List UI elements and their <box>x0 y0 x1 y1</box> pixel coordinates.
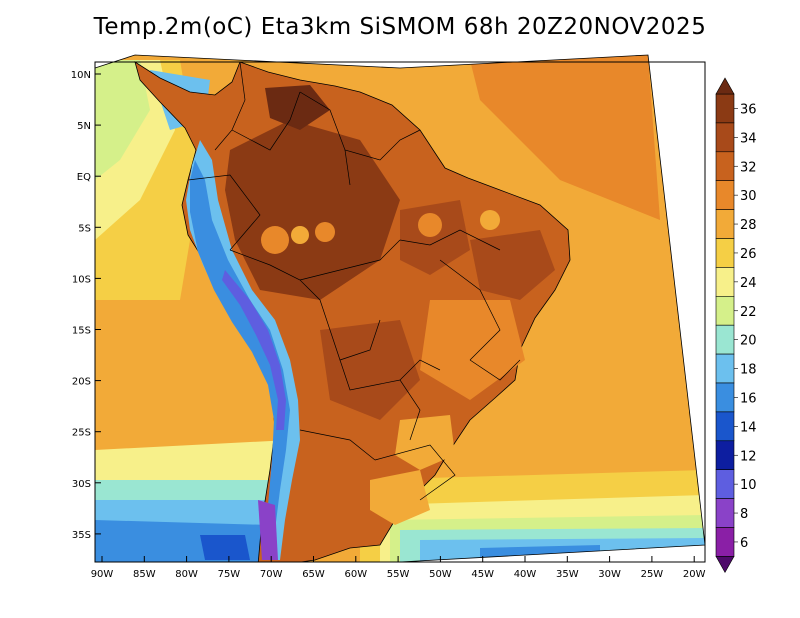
lon-tick-label: 35W <box>556 569 579 580</box>
lat-tick-label: EQ <box>77 172 91 183</box>
colorbar-segment <box>715 209 735 239</box>
colorbar-segment <box>715 180 735 210</box>
amazon-hot-core <box>225 120 400 300</box>
equatorial-atlantic-warm <box>470 55 660 220</box>
lon-tick-label: 45W <box>471 569 494 580</box>
lat-tick-label: 25S <box>72 428 91 439</box>
lat-tick-label: 20S <box>72 377 91 388</box>
lon-tick-label: 50W <box>429 569 452 580</box>
colorbar-label: 32 <box>740 160 757 175</box>
longitude-axis: 90W 85W 80W 75W 70W 65W 60W 55W 50W 45W 40W 35W 30W 2… <box>91 556 706 580</box>
lon-tick-label: 85W <box>133 569 156 580</box>
colorbar-segment <box>715 324 735 355</box>
colorbar-label: 14 <box>740 420 757 435</box>
lat-tick-label: 35S <box>72 530 91 541</box>
colorbar-label: 36 <box>740 102 757 117</box>
colorbar-segment <box>715 411 735 442</box>
lon-tick-label: 90W <box>91 569 114 580</box>
lon-tick-label: 60W <box>344 569 367 580</box>
colorbar-min-arrow <box>715 556 735 574</box>
colorbar-label: 22 <box>740 305 757 320</box>
chaco-hot-area <box>320 320 420 420</box>
venezuela-hot-core <box>265 85 330 130</box>
colorbar-label: 34 <box>740 131 757 146</box>
latitude-axis: 10N 5N EQ 5S 10S 15S 20S 25S 30S 35S <box>71 70 101 541</box>
country-borders <box>187 61 521 501</box>
colorbar-label: 6 <box>740 536 748 551</box>
map-field <box>95 55 705 562</box>
colorbar-segment <box>715 527 735 557</box>
lon-tick-label: 70W <box>260 569 283 580</box>
colorbar-label: 24 <box>740 276 757 291</box>
colorbar-segment <box>715 353 735 384</box>
colorbar-label: 16 <box>740 391 757 406</box>
colorbar-segment <box>715 498 735 528</box>
colorbar-label: 26 <box>740 247 757 262</box>
lat-tick-label: 10S <box>72 274 91 285</box>
lon-tick-label: 20W <box>683 569 706 580</box>
lon-tick-label: 30W <box>598 569 621 580</box>
colorbar-label: 12 <box>740 449 757 464</box>
lat-tick-label: 10N <box>71 70 91 81</box>
lat-tick-label: 30S <box>72 479 91 490</box>
lat-tick-label: 5S <box>78 223 91 234</box>
lon-tick-label: 40W <box>514 569 537 580</box>
colorbar-label: 8 <box>740 507 748 522</box>
colorbar-label: 10 <box>740 478 757 493</box>
lat-tick-label: 5N <box>77 121 91 132</box>
colorbar-label: 28 <box>740 218 757 233</box>
colorbar-segment <box>715 151 735 182</box>
lon-tick-label: 55W <box>387 569 410 580</box>
colorbar: 36 34 32 30 28 26 24 22 20 18 16 14 12 10 8 6 <box>715 77 757 574</box>
colorbar-segment <box>715 469 735 499</box>
axis-box <box>94 61 706 563</box>
colorbar-segment <box>715 238 735 268</box>
colorbar-segment <box>715 267 735 297</box>
lon-tick-label: 80W <box>175 569 198 580</box>
colorbar-label: 30 <box>740 189 757 204</box>
colorbar-max-arrow <box>715 77 735 95</box>
colorbar-label: 18 <box>740 363 757 378</box>
uruguay-area <box>370 470 430 525</box>
colorbar-segment <box>715 122 735 153</box>
colorbar-segment <box>715 93 735 124</box>
colorbar-segment <box>715 382 735 413</box>
lon-tick-label: 75W <box>218 569 241 580</box>
colorbar-segment <box>715 440 735 470</box>
lat-tick-label: 15S <box>72 326 91 337</box>
lon-tick-label: 25W <box>641 569 664 580</box>
colorbar-segment <box>715 295 735 326</box>
map-title: Temp.2m(oC) Eta3km SiSMOM 68h 20Z20NOV20… <box>93 14 707 40</box>
colorbar-label: 20 <box>740 334 757 349</box>
pacific-green-band <box>95 60 150 180</box>
brazil-central-warm <box>420 300 525 400</box>
lon-tick-label: 65W <box>302 569 325 580</box>
